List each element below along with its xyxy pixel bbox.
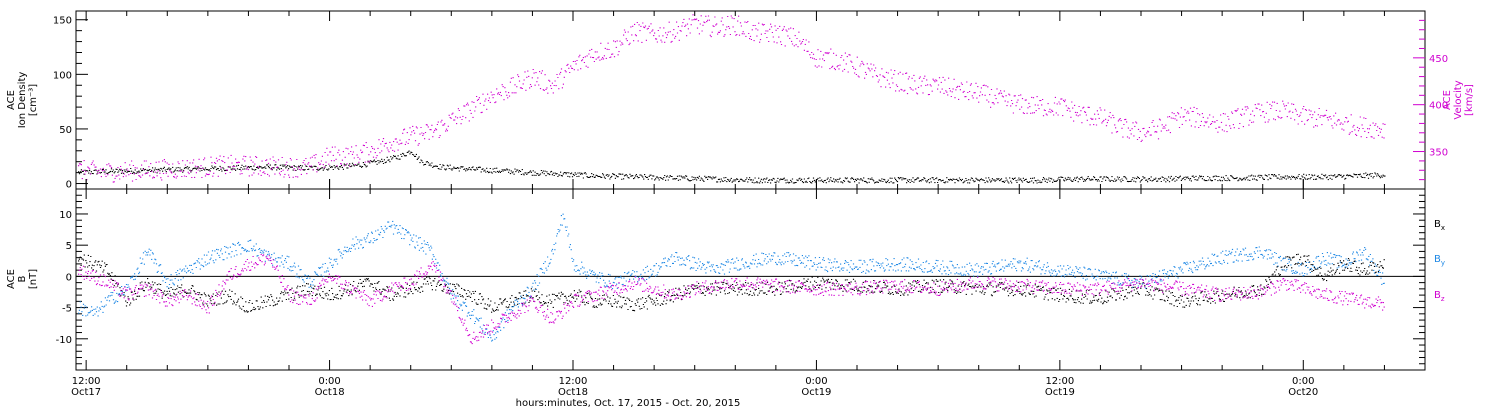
axis-label-line: Velocity (1453, 80, 1464, 119)
velocity-tick-label: 350 (1429, 148, 1448, 159)
density-axis-label: ACEIon Density[cm⁻³] (6, 72, 39, 129)
density-tick-label: 50 (59, 125, 72, 136)
axis-label-line: ACE (6, 90, 17, 110)
b-tick-label: 0 (66, 272, 72, 283)
x-axis-label: hours:minutes, Oct. 17, 2015 - Oct. 20, … (516, 398, 741, 409)
b-tick-label: -5 (62, 304, 72, 315)
x-tick-time: 12:00 (1045, 376, 1074, 387)
axis-label-line: ACE (1442, 90, 1453, 110)
bottom-panel-ticks: 10 5 0 -5 -10 (56, 194, 1425, 365)
series-by-points (78, 213, 1385, 342)
b-tick-label: -10 (56, 335, 72, 346)
axis-label-line: Ion Density (17, 72, 28, 129)
x-tick-time: 12:00 (72, 376, 101, 387)
series-bz-points (78, 253, 1385, 345)
top-panel-frame (75, 10, 1426, 190)
x-tick-date: Oct18 (558, 387, 588, 398)
x-tick-time: 0:00 (1292, 376, 1314, 387)
x-tick-date: Oct19 (801, 387, 831, 398)
b-field-axis-label: ACEB[nT] (6, 269, 39, 289)
bottom-panel-data (78, 213, 1385, 345)
axis-label-line: ACE (6, 269, 17, 289)
velocity-axis-label: ACEVelocity[km/s] (1442, 80, 1475, 119)
bottom-panel-frame (75, 188, 1426, 371)
legend-sub: x (1441, 224, 1445, 232)
x-tick-time: 0:00 (805, 376, 827, 387)
density-tick-label: 100 (53, 70, 72, 81)
b-tick-label: 5 (66, 241, 72, 252)
legend-item-bz: Bz (1434, 290, 1445, 303)
x-tick-time: 0:00 (318, 376, 340, 387)
legend-item-by: By (1434, 254, 1445, 267)
density-tick-label: 0 (66, 180, 72, 191)
axis-label-line: B (17, 275, 28, 282)
legend-main: B (1434, 290, 1441, 301)
legend-main: B (1434, 254, 1441, 265)
x-tick-date: Oct20 (1288, 387, 1318, 398)
axis-label-line: [cm⁻³] (28, 84, 39, 116)
legend-sub: y (1441, 259, 1445, 267)
x-tick-time: 12:00 (559, 376, 588, 387)
x-axis-ticks: 12:00Oct170:00Oct1812:00Oct180:00Oct1912… (71, 11, 1426, 398)
velocity-tick-label: 400 (1429, 101, 1448, 112)
series-velocity-points (78, 14, 1386, 183)
velocity-tick-label: 450 (1429, 54, 1448, 65)
x-tick-date: Oct19 (1045, 387, 1075, 398)
x-tick-date: Oct17 (71, 387, 101, 398)
series-ion-density-points (78, 150, 1386, 184)
legend-item-bx: Bx (1434, 219, 1445, 232)
b-tick-label: 10 (59, 210, 72, 221)
x-tick-date: Oct18 (315, 387, 345, 398)
axis-label-line: [km/s] (1464, 84, 1475, 116)
top-panel-ticks: 0 50 100 150 350 400 450 (53, 16, 1448, 191)
top-panel-data (78, 14, 1386, 184)
series-bx-points (78, 253, 1385, 313)
legend-sub: z (1441, 295, 1445, 303)
legend-main: B (1434, 219, 1441, 230)
density-tick-label: 150 (53, 16, 72, 27)
axis-label-line: [nT] (28, 269, 39, 289)
